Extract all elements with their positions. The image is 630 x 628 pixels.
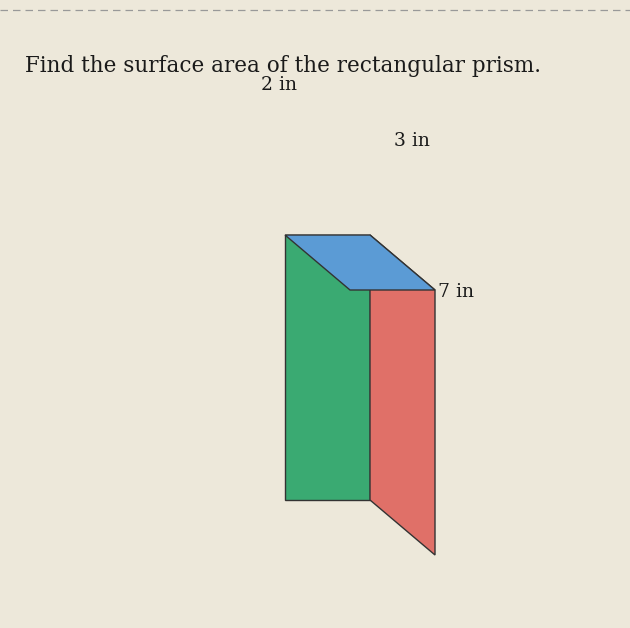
Text: Find the surface area of the rectangular prism.: Find the surface area of the rectangular…	[25, 55, 541, 77]
Polygon shape	[370, 235, 435, 555]
Polygon shape	[285, 235, 370, 500]
Polygon shape	[285, 235, 435, 290]
Text: 3 in: 3 in	[394, 133, 430, 150]
Text: 2 in: 2 in	[261, 76, 297, 94]
Text: 7 in: 7 in	[438, 283, 474, 301]
